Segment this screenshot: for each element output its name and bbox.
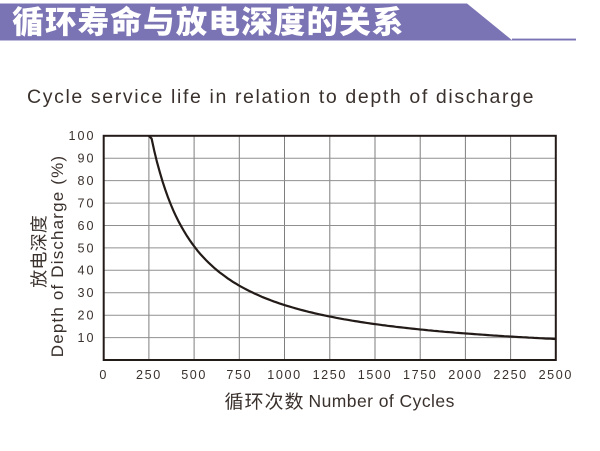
svg-text:10: 10: [77, 331, 95, 345]
svg-text:2000: 2000: [448, 368, 482, 382]
svg-text:2250: 2250: [493, 368, 527, 382]
svg-text:0: 0: [99, 368, 108, 382]
svg-text:Depth of Discharge (%): Depth of Discharge (%): [48, 155, 67, 357]
svg-text:1250: 1250: [313, 368, 347, 382]
svg-text:90: 90: [77, 152, 95, 166]
svg-text:40: 40: [77, 264, 95, 278]
svg-text:250: 250: [136, 368, 162, 382]
svg-text:80: 80: [77, 174, 95, 188]
svg-text:1750: 1750: [403, 368, 437, 382]
svg-text:500: 500: [181, 368, 207, 382]
svg-text:30: 30: [77, 286, 95, 300]
svg-text:2500: 2500: [539, 368, 573, 382]
svg-text:Number of Cycles: Number of Cycles: [309, 391, 455, 411]
svg-text:50: 50: [77, 241, 95, 255]
svg-text:1500: 1500: [358, 368, 392, 382]
svg-text:60: 60: [77, 219, 95, 233]
svg-text:750: 750: [226, 368, 252, 382]
svg-text:Cycle service life in relation: Cycle service life in relation to depth …: [27, 86, 535, 108]
svg-text:70: 70: [77, 197, 95, 211]
svg-text:100: 100: [68, 129, 95, 143]
svg-text:20: 20: [77, 309, 95, 323]
svg-text:1000: 1000: [267, 368, 301, 382]
